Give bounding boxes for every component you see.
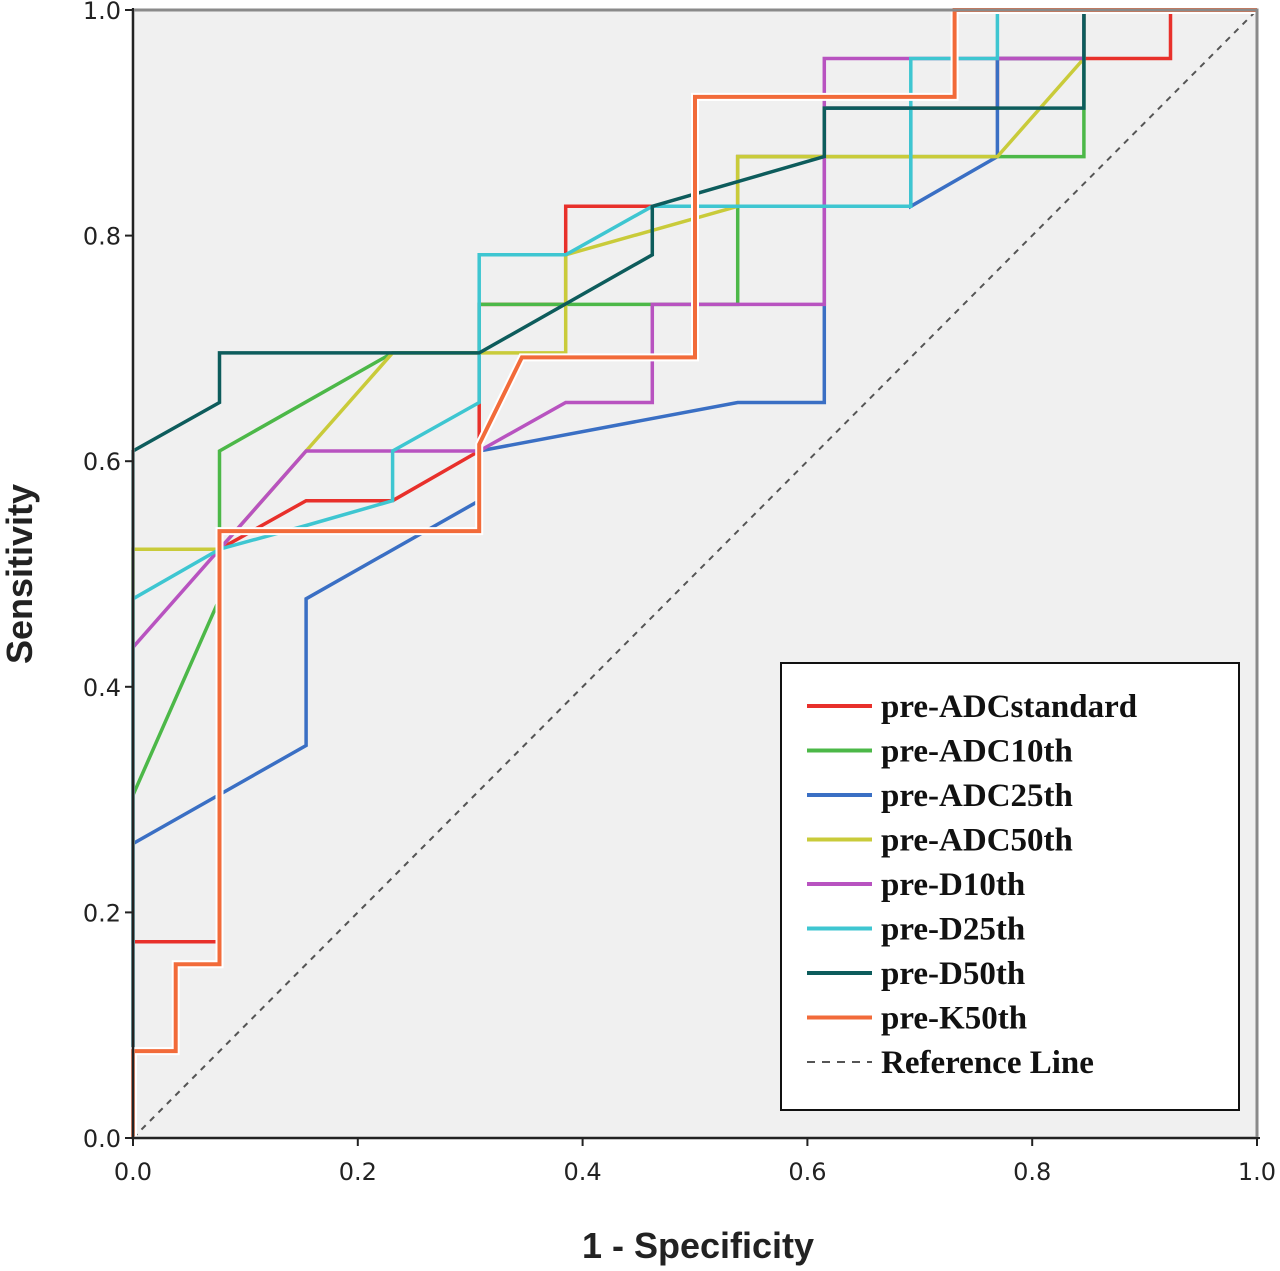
- x-tick-label: 0.2: [339, 1158, 377, 1186]
- legend-label: pre-D10th: [881, 867, 1025, 903]
- x-tick-label: 0.8: [1013, 1158, 1051, 1186]
- legend-label: pre-ADC50th: [881, 823, 1073, 859]
- legend-label: pre-D50th: [881, 956, 1025, 992]
- y-tick-label: 0.4: [83, 674, 121, 702]
- legend-label: pre-ADCstandard: [881, 689, 1137, 725]
- x-axis-title: 1 - Specificity: [582, 1225, 814, 1266]
- legend-item: pre-ADC50th: [807, 823, 1073, 859]
- series-line-pre-D25th: [131, 8, 1257, 1138]
- y-axis-title: Sensitivity: [0, 484, 40, 664]
- y-tick-label: 0.8: [83, 223, 121, 251]
- series-line-pre-D50th: [131, 8, 1257, 1138]
- legend-box: [780, 662, 1240, 1111]
- legend-label: pre-D25th: [881, 912, 1025, 948]
- y-tick-label: 0.2: [83, 899, 121, 927]
- legend-label: pre-K50th: [881, 1001, 1027, 1037]
- legend-item: Reference Line: [807, 1045, 1094, 1081]
- y-tick-label: 0.0: [83, 1125, 121, 1153]
- legend-label: pre-ADC25th: [881, 778, 1073, 814]
- legend-item: pre-D25th: [807, 912, 1025, 948]
- legend-item: pre-D50th: [807, 956, 1025, 992]
- legend-item: pre-ADC10th: [807, 734, 1073, 770]
- y-tick-label: 1.0: [83, 0, 121, 25]
- series-line-pre-K50th: [131, 8, 1257, 1138]
- x-tick-label: 0.6: [788, 1158, 826, 1186]
- legend-label: pre-ADC10th: [881, 734, 1073, 770]
- legend-item: pre-D10th: [807, 867, 1025, 903]
- x-tick-label: 0.0: [114, 1158, 152, 1186]
- legend-label: Reference Line: [881, 1045, 1094, 1081]
- y-tick-label: 0.6: [83, 448, 121, 476]
- x-tick-label: 1.0: [1238, 1158, 1276, 1186]
- legend-item: pre-K50th: [807, 1001, 1027, 1037]
- legend: pre-ADCstandard pre-ADC10th pre-ADC25th pre…: [780, 662, 1240, 1111]
- legend-item: pre-ADCstandard: [807, 689, 1137, 725]
- reference-line: [132, 9, 1258, 1139]
- x-tick-label: 0.4: [564, 1158, 602, 1186]
- legend-item: pre-ADC25th: [807, 778, 1073, 814]
